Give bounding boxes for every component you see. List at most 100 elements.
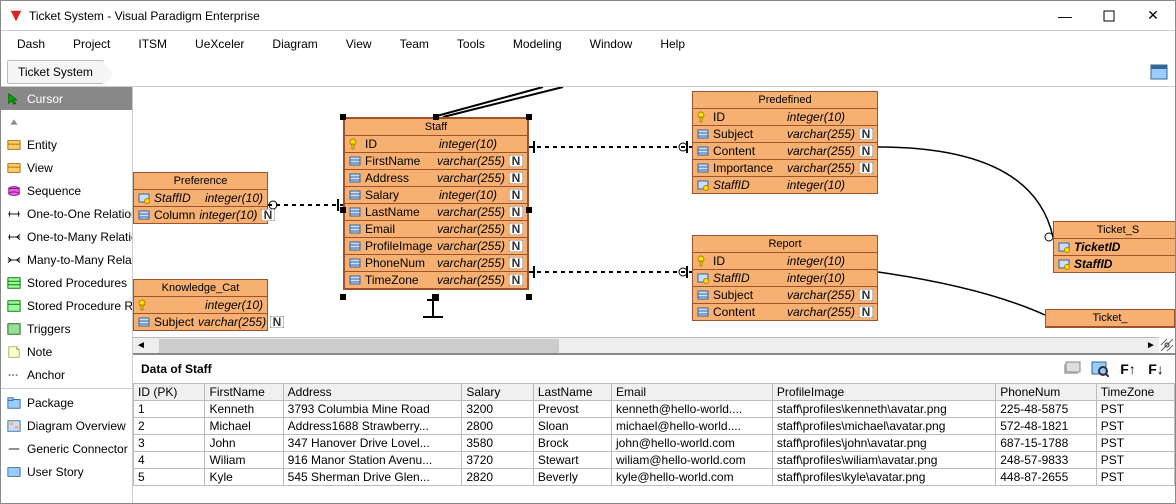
table-cell[interactable]: John bbox=[205, 435, 283, 452]
data-table[interactable]: ID (PK)FirstNameAddressSalaryLastNameEma… bbox=[133, 383, 1175, 486]
column-header[interactable]: FirstName bbox=[205, 384, 283, 401]
table-cell[interactable]: Kyle bbox=[205, 469, 283, 486]
font-down-icon[interactable]: F↓ bbox=[1145, 359, 1167, 379]
resize-handle[interactable] bbox=[526, 207, 532, 213]
column-row[interactable]: StaffIDinteger(10) bbox=[693, 269, 877, 286]
menu-modeling[interactable]: Modeling bbox=[513, 37, 562, 51]
table-row[interactable]: 4Wiliam916 Manor Station Avenu...3720Ste… bbox=[134, 452, 1175, 469]
table-cell[interactable]: staff\profiles\john\avatar.png bbox=[772, 435, 995, 452]
resize-handle[interactable] bbox=[526, 294, 532, 300]
palette-entity[interactable]: Entity bbox=[1, 133, 132, 156]
table-cell[interactable]: Michael bbox=[205, 418, 283, 435]
palette-sequence[interactable]: Sequence bbox=[1, 179, 132, 202]
table-cell[interactable]: 572-48-1821 bbox=[996, 418, 1097, 435]
resize-handle[interactable] bbox=[340, 114, 346, 120]
menu-diagram[interactable]: Diagram bbox=[272, 37, 317, 51]
resize-handle[interactable] bbox=[526, 114, 532, 120]
table-cell[interactable]: Brock bbox=[533, 435, 611, 452]
column-row[interactable]: IDinteger(10) bbox=[345, 136, 527, 152]
font-up-icon[interactable]: F↑ bbox=[1117, 359, 1139, 379]
menu-help[interactable]: Help bbox=[660, 37, 685, 51]
palette-view[interactable]: View bbox=[1, 156, 132, 179]
column-row[interactable]: Emailvarchar(255)N bbox=[345, 220, 527, 237]
entity-preference[interactable]: PreferenceStaffIDinteger(10)Columnintege… bbox=[133, 172, 268, 224]
table-cell[interactable]: staff\profiles\kyle\avatar.png bbox=[772, 469, 995, 486]
table-cell[interactable]: 3793 Columbia Mine Road bbox=[283, 401, 462, 418]
table-cell[interactable]: john@hello-world.com bbox=[612, 435, 773, 452]
table-cell[interactable]: PST bbox=[1096, 418, 1174, 435]
scroll-thumb[interactable] bbox=[159, 339, 559, 353]
table-row[interactable]: 3John347 Hanover Drive Lovel...3580Brock… bbox=[134, 435, 1175, 452]
tab-ticket-system[interactable]: Ticket System bbox=[7, 60, 104, 84]
table-cell[interactable]: 2800 bbox=[462, 418, 533, 435]
table-cell[interactable]: 3200 bbox=[462, 401, 533, 418]
palette-anchor[interactable]: Anchor bbox=[1, 363, 132, 386]
menu-uexceler[interactable]: UeXceler bbox=[195, 37, 244, 51]
column-header[interactable]: Email bbox=[612, 384, 773, 401]
column-row[interactable]: IDinteger(10) bbox=[693, 109, 877, 125]
menu-window[interactable]: Window bbox=[590, 37, 633, 51]
column-row[interactable]: integer(10) bbox=[134, 297, 267, 313]
column-row[interactable]: ProfileImagevarchar(255)N bbox=[345, 237, 527, 254]
table-cell[interactable]: Prevost bbox=[533, 401, 611, 418]
scroll-left[interactable]: ◄ bbox=[133, 338, 149, 354]
table-cell[interactable]: 3 bbox=[134, 435, 205, 452]
column-header[interactable]: ID (PK) bbox=[134, 384, 205, 401]
table-cell[interactable]: 5 bbox=[134, 469, 205, 486]
column-row[interactable]: StaffID bbox=[1054, 255, 1175, 272]
table-cell[interactable]: Kenneth bbox=[205, 401, 283, 418]
table-cell[interactable]: Beverly bbox=[533, 469, 611, 486]
palette-stored-procedure-resultset[interactable]: Stored Procedure ResultSet bbox=[1, 294, 132, 317]
column-header[interactable]: TimeZone bbox=[1096, 384, 1174, 401]
table-row[interactable]: 1Kenneth3793 Columbia Mine Road3200Prevo… bbox=[134, 401, 1175, 418]
column-header[interactable]: Address bbox=[283, 384, 462, 401]
table-cell[interactable]: staff\profiles\wiliam\avatar.png bbox=[772, 452, 995, 469]
column-row[interactable]: Subjectvarchar(255)N bbox=[693, 125, 877, 142]
entity-staff[interactable]: StaffIDinteger(10)FirstNamevarchar(255)N… bbox=[343, 117, 529, 290]
menu-team[interactable]: Team bbox=[400, 37, 429, 51]
palette-many-to-many-relation[interactable]: Many-to-Many Relation bbox=[1, 248, 132, 271]
palette-arrow-up-small[interactable] bbox=[1, 110, 132, 133]
menu-tools[interactable]: Tools bbox=[457, 37, 485, 51]
column-row[interactable]: LastNamevarchar(255)N bbox=[345, 203, 527, 220]
entity-report[interactable]: ReportIDinteger(10)StaffIDinteger(10)Sub… bbox=[692, 235, 878, 321]
close-button[interactable]: ✕ bbox=[1131, 1, 1175, 31]
column-row[interactable]: FirstNamevarchar(255)N bbox=[345, 152, 527, 169]
maximize-button[interactable] bbox=[1087, 1, 1131, 31]
palette-one-to-many-relation[interactable]: One-to-Many Relation bbox=[1, 225, 132, 248]
table-cell[interactable]: 2 bbox=[134, 418, 205, 435]
column-row[interactable]: Contentvarchar(255)N bbox=[693, 303, 877, 320]
diagram-canvas[interactable]: PreferenceStaffIDinteger(10)Columnintege… bbox=[133, 87, 1175, 353]
table-cell[interactable]: PST bbox=[1096, 452, 1174, 469]
find-icon[interactable] bbox=[1089, 359, 1111, 379]
palette-one-to-one-relation[interactable]: One-to-One Relation bbox=[1, 202, 132, 225]
entity-knowledge_cat[interactable]: Knowledge_Catinteger(10)Subjectvarchar(2… bbox=[133, 279, 268, 331]
column-header[interactable]: ProfileImage bbox=[772, 384, 995, 401]
table-cell[interactable]: Sloan bbox=[533, 418, 611, 435]
scroll-right[interactable]: ► bbox=[1143, 338, 1159, 354]
table-cell[interactable]: PST bbox=[1096, 469, 1174, 486]
column-row[interactable]: TicketID bbox=[1054, 239, 1175, 255]
table-cell[interactable]: Wiliam bbox=[205, 452, 283, 469]
table-cell[interactable]: Address1688 Strawberry... bbox=[283, 418, 462, 435]
palette-note[interactable]: Note bbox=[1, 340, 132, 363]
column-row[interactable]: Columninteger(10)N bbox=[134, 206, 267, 223]
table-cell[interactable]: PST bbox=[1096, 401, 1174, 418]
column-row[interactable]: Importancevarchar(255)N bbox=[693, 159, 877, 176]
menu-itsm[interactable]: ITSM bbox=[138, 37, 167, 51]
palette-user-story[interactable]: User Story bbox=[1, 460, 132, 483]
palette-stored-procedures[interactable]: Stored Procedures bbox=[1, 271, 132, 294]
resize-handle[interactable] bbox=[340, 207, 346, 213]
column-header[interactable]: PhoneNum bbox=[996, 384, 1097, 401]
table-cell[interactable]: PST bbox=[1096, 435, 1174, 452]
table-cell[interactable]: 545 Sherman Drive Glen... bbox=[283, 469, 462, 486]
table-cell[interactable]: staff\profiles\michael\avatar.png bbox=[772, 418, 995, 435]
column-row[interactable]: StaffIDinteger(10) bbox=[134, 190, 267, 206]
table-cell[interactable]: 248-57-9833 bbox=[996, 452, 1097, 469]
table-cell[interactable]: 2820 bbox=[462, 469, 533, 486]
column-row[interactable]: PhoneNumvarchar(255)N bbox=[345, 254, 527, 271]
column-row[interactable]: Contentvarchar(255)N bbox=[693, 142, 877, 159]
panel-icon[interactable] bbox=[1149, 62, 1169, 82]
table-cell[interactable]: 3580 bbox=[462, 435, 533, 452]
resize-handle[interactable] bbox=[433, 114, 439, 120]
